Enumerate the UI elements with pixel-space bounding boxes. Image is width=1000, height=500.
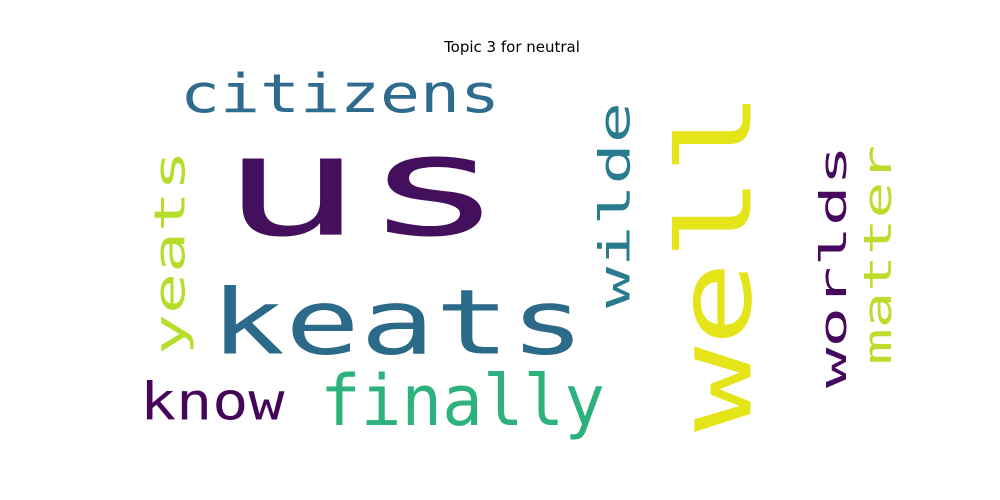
word-us: us xyxy=(220,105,505,267)
word-yeats: yeats xyxy=(146,150,196,355)
word-well: well xyxy=(656,90,775,432)
word-matter: matter xyxy=(856,145,901,365)
word-wilde: wilde xyxy=(591,102,640,308)
word-citizens: citizens xyxy=(180,63,500,125)
word-worlds: worlds xyxy=(812,145,855,388)
word-finally: finally xyxy=(320,361,605,442)
word-know: know xyxy=(140,373,285,433)
word-cloud-words: us well keats citizens finally yeats wilde worl… xyxy=(140,63,901,442)
chart-title: Topic 3 for neutral xyxy=(443,38,580,56)
word-keats: keats xyxy=(210,270,585,375)
